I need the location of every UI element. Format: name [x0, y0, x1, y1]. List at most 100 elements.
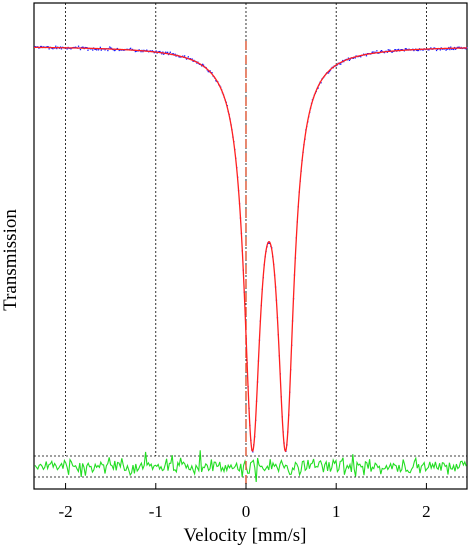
data-point: [417, 49, 420, 52]
data-point: [328, 70, 331, 73]
data-point: [189, 58, 191, 60]
data-point: [430, 47, 432, 49]
data-point: [60, 48, 63, 50]
data-point: [404, 48, 406, 50]
data-point: [140, 51, 142, 53]
data-point: [158, 51, 160, 53]
data-point: [159, 50, 161, 53]
data-point: [172, 53, 174, 55]
data-point: [100, 49, 102, 51]
data-point: [184, 55, 186, 57]
data-point: [146, 49, 148, 51]
data-point: [450, 46, 452, 48]
data-point: [153, 52, 155, 54]
data-point: [99, 46, 101, 48]
data-point: [372, 51, 374, 53]
data-point: [129, 48, 131, 50]
data-point: [51, 47, 53, 49]
data-point: [84, 46, 86, 49]
data-point: [92, 49, 94, 51]
data-point: [339, 63, 341, 65]
data-point: [376, 50, 378, 52]
data-point: [417, 49, 419, 52]
data-point: [178, 56, 180, 58]
data-point: [446, 48, 448, 50]
data-point: [389, 49, 391, 51]
data-point: [94, 48, 97, 50]
data-point: [360, 56, 362, 58]
data-point: [174, 53, 176, 55]
data-point: [138, 49, 140, 51]
data-point: [202, 63, 204, 65]
x-axis-label: Velocity [mm/s]: [184, 525, 307, 546]
data-point: [422, 49, 424, 51]
data-point: [48, 48, 50, 50]
data-point: [202, 64, 205, 66]
data-point: [196, 62, 198, 64]
data-point: [52, 48, 54, 50]
data-point: [457, 46, 459, 48]
data-point: [352, 57, 354, 59]
x-tick-label: -1: [149, 502, 163, 521]
data-point: [163, 53, 165, 55]
data-point: [187, 56, 189, 58]
data-point: [175, 55, 177, 57]
data-point: [428, 49, 430, 51]
data-point: [354, 57, 356, 59]
data-point: [391, 51, 393, 53]
data-point: [82, 46, 84, 48]
data-point: [211, 72, 213, 74]
data-point: [59, 46, 62, 48]
data-point: [182, 55, 184, 57]
data-point: [185, 58, 188, 60]
data-point: [395, 49, 397, 51]
data-point: [371, 51, 373, 53]
data-point: [465, 48, 467, 50]
data-point: [348, 59, 351, 61]
data-point: [151, 50, 154, 52]
data-point: [165, 51, 167, 53]
data-point: [56, 47, 58, 50]
data-point: [448, 46, 450, 49]
data-point: [400, 49, 403, 51]
data-point: [340, 63, 342, 65]
data-point: [347, 57, 350, 59]
data-point: [435, 49, 438, 52]
data-point: [388, 49, 390, 51]
data-point: [436, 48, 439, 50]
data-point: [383, 52, 386, 54]
data-point: [179, 56, 181, 58]
data-point: [386, 51, 388, 53]
data-point: [434, 47, 436, 49]
data-point: [55, 45, 57, 47]
data-point: [75, 46, 77, 48]
data-point: [79, 48, 82, 51]
data-point: [155, 50, 157, 52]
data-point: [447, 48, 449, 50]
data-point: [365, 55, 368, 57]
data-point: [46, 46, 48, 48]
data-point: [47, 46, 49, 48]
data-point: [453, 48, 455, 51]
data-point: [342, 59, 344, 62]
data-point: [207, 70, 209, 73]
data-point: [156, 52, 158, 54]
data-point: [405, 48, 407, 50]
data-point: [209, 70, 211, 72]
x-tick-label: -2: [58, 502, 72, 521]
data-point: [456, 46, 458, 49]
data-point: [97, 49, 100, 51]
data-point: [40, 45, 42, 48]
data-point: [104, 49, 106, 51]
data-point: [123, 49, 125, 51]
data-point: [380, 50, 382, 52]
data-point: [215, 80, 217, 82]
data-point: [268, 242, 270, 244]
data-point: [142, 51, 144, 53]
data-point: [87, 49, 89, 51]
data-point: [161, 53, 163, 55]
data-point: [40, 45, 43, 48]
data-point: [162, 51, 164, 53]
data-point: [327, 72, 330, 74]
